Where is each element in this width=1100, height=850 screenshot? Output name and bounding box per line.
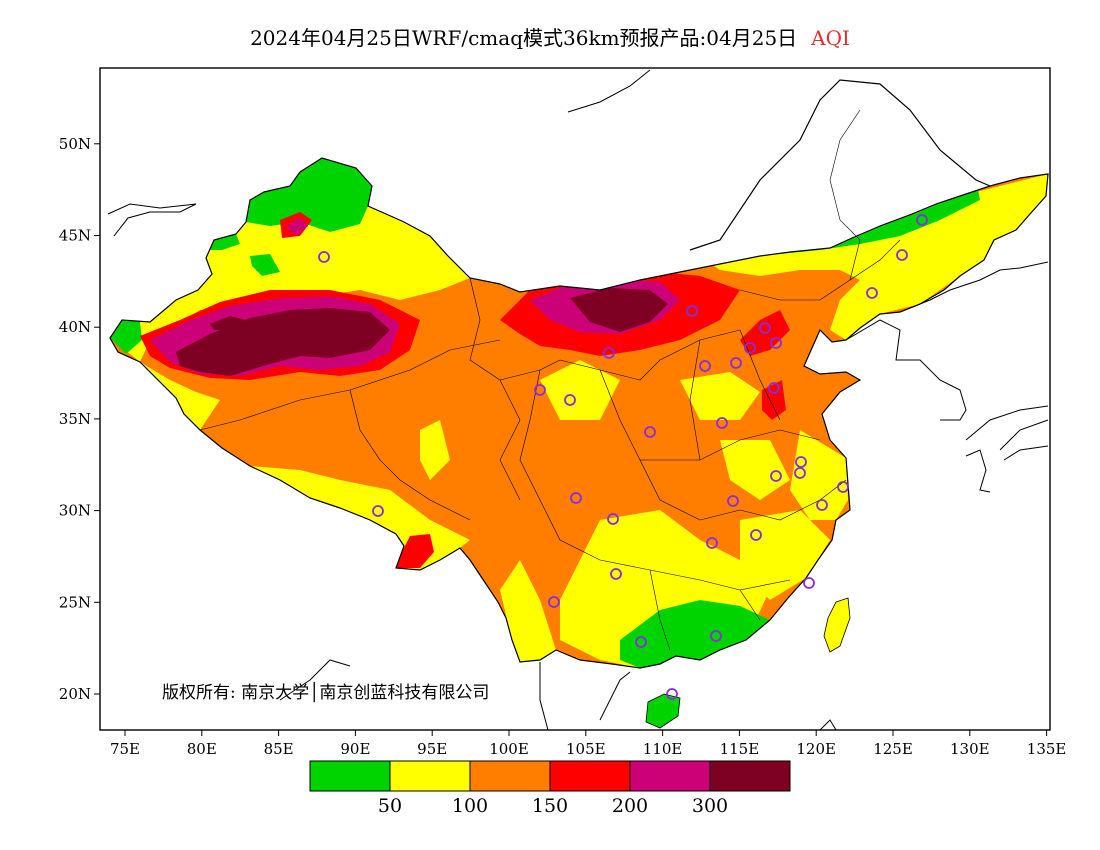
lon-tick-label: 135E: [1027, 740, 1067, 758]
colorbar-swatch: [549, 760, 631, 792]
station-marker: [706, 537, 718, 549]
lat-tick-label: 35N: [59, 410, 91, 428]
station-marker: [744, 342, 756, 354]
station-marker: [837, 481, 849, 493]
lon-tick-label: 125E: [873, 740, 913, 758]
station-marker: [564, 394, 576, 406]
station-marker: [759, 322, 771, 334]
colorbar-label: 100: [452, 795, 488, 817]
station-marker: [699, 360, 711, 372]
lon-tick-label: 100E: [489, 740, 529, 758]
station-marker: [534, 384, 546, 396]
lon-tick-label: 90E: [340, 740, 370, 758]
lon-tick-label: 115E: [720, 740, 760, 758]
station-marker: [607, 513, 619, 525]
title-variable: AQI: [811, 26, 850, 50]
copyright-credit: 版权所有: 南京大学│南京创蓝科技有限公司: [162, 682, 489, 703]
latitude-axis: 20N 25N 30N 35N 40N 45N 50N: [59, 135, 100, 703]
colorbar-swatch: [629, 760, 711, 792]
lon-tick-label: 75E: [110, 740, 140, 758]
station-marker: [896, 249, 908, 261]
hainan-island: [646, 694, 680, 728]
station-marker: [750, 529, 762, 541]
lat-tick-label: 25N: [59, 593, 91, 611]
lat-tick-label: 30N: [59, 502, 91, 520]
station-marker: [666, 688, 678, 700]
station-marker: [610, 568, 622, 580]
lon-tick-label: 85E: [264, 740, 294, 758]
station-marker: [795, 456, 807, 468]
station-marker: [803, 577, 815, 589]
station-marker: [603, 347, 615, 359]
colorbar-swatch: [469, 760, 551, 792]
lon-tick-label: 95E: [417, 740, 447, 758]
aqi-colorbar: 50 100 150 200 300: [309, 760, 791, 817]
lon-tick-label: 105E: [566, 740, 606, 758]
hainan-outline: [645, 693, 681, 729]
colorbar-swatch: [309, 760, 391, 792]
lon-tick-label: 80E: [187, 740, 217, 758]
station-marker: [548, 596, 560, 608]
lat-tick-label: 20N: [59, 685, 91, 703]
station-marker: [710, 630, 722, 642]
province-boundaries: [199, 109, 901, 651]
taiwan-outline: [823, 597, 851, 653]
station-marker: [318, 251, 330, 263]
station-marker: [716, 417, 728, 429]
station-marker: [770, 337, 782, 349]
colorbar-swatch: [389, 760, 471, 792]
station-marker: [635, 636, 647, 648]
colorbar-label: 150: [532, 795, 568, 817]
lat-tick-label: 50N: [59, 135, 91, 153]
china-border: [109, 157, 1049, 669]
aqi-hazardous-zones: [176, 288, 668, 376]
station-marker: [727, 495, 739, 507]
station-marker: [644, 426, 656, 438]
station-marker: [794, 467, 806, 479]
lon-tick-label: 110E: [643, 740, 683, 758]
title-text: 2024年04月25日WRF/cmaq模式36km预报产品:04月25日: [250, 26, 798, 50]
colorbar-label: 300: [692, 795, 728, 817]
lat-tick-label: 45N: [59, 227, 91, 245]
station-marker: [570, 492, 582, 504]
northeast-border: [689, 79, 991, 251]
colorbar-label: 200: [612, 795, 648, 817]
station-marker: [866, 287, 878, 299]
station-marker: [816, 499, 828, 511]
colorbar-swatch: [709, 760, 791, 792]
station-marker: [768, 382, 780, 394]
station-marker: [372, 505, 384, 517]
longitude-axis: 75E 80E 85E 90E 95E 100E 105E 110E 115E 120E 125E 1…: [110, 730, 1066, 758]
lon-tick-label: 130E: [950, 740, 990, 758]
map-frame: [99, 67, 1051, 731]
taiwan-island: [824, 598, 850, 652]
neighbor-coastlines: [107, 69, 1049, 730]
colorbar-label: 50: [378, 795, 402, 817]
station-marker: [916, 214, 928, 226]
station-marker: [686, 305, 698, 317]
station-marker: [770, 470, 782, 482]
station-markers: [318, 214, 928, 700]
lon-tick-label: 120E: [796, 740, 836, 758]
map-title: 2024年04月25日WRF/cmaq模式36km预报产品:04月25日 AQI: [0, 22, 1100, 51]
lat-tick-label: 40N: [59, 318, 91, 336]
station-marker: [730, 357, 742, 369]
